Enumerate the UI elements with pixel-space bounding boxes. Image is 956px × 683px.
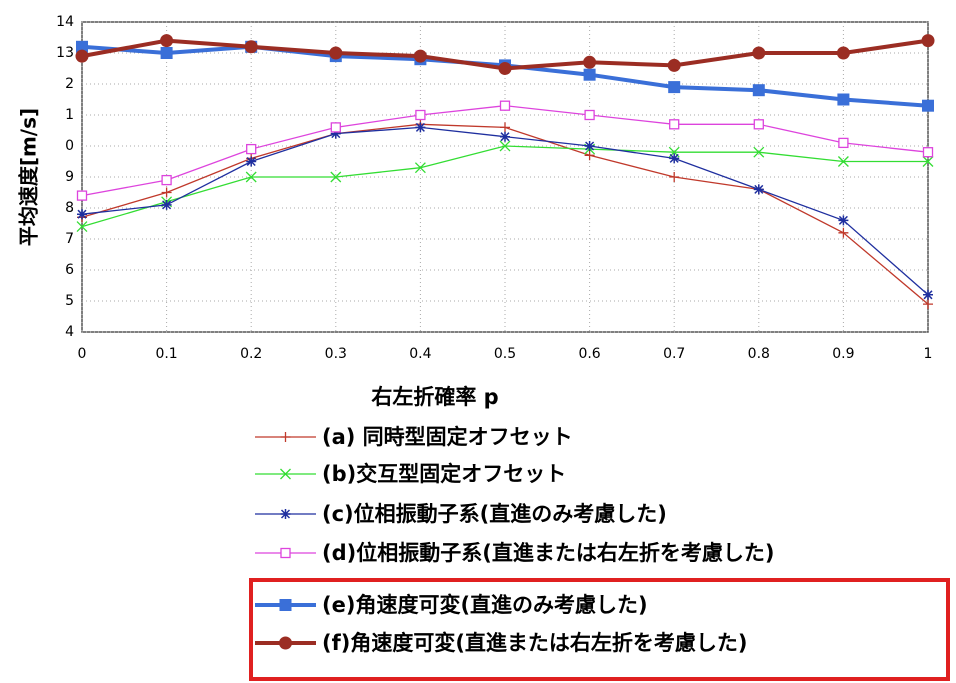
y-tick-label: 6 [65, 262, 74, 278]
marker [837, 156, 849, 167]
marker [836, 46, 850, 60]
marker [838, 227, 849, 238]
marker [77, 209, 87, 220]
marker [753, 184, 764, 195]
series-line [81, 44, 929, 108]
x-tick-label: 0.5 [494, 346, 516, 362]
marker [76, 221, 88, 233]
marker [753, 146, 765, 158]
marker [330, 122, 341, 133]
y-axis-label: 平均速度[m/s] [17, 108, 41, 246]
marker [669, 153, 680, 164]
marker [669, 172, 680, 182]
marker [923, 299, 933, 310]
legend-label: (c)位相振動子系(直進のみ考慮した) [322, 502, 667, 526]
marker [414, 162, 426, 174]
marker [329, 46, 343, 60]
marker [500, 122, 510, 133]
legend-marker [280, 432, 291, 442]
marker [753, 119, 764, 130]
y-tick-label: 9 [65, 169, 74, 185]
marker [413, 49, 427, 63]
legend-label: (f)角速度可変(直進または右左折を考慮した) [322, 631, 748, 655]
y-tick-label: 2 [65, 76, 74, 92]
y-tick-label: 0 [65, 138, 74, 154]
x-tick-label: 0.3 [325, 346, 347, 362]
legend-marker [279, 636, 292, 650]
x-tick-label: 0.9 [832, 346, 854, 362]
y-tick-label: 13 [56, 45, 74, 61]
marker [498, 62, 512, 75]
marker [160, 34, 174, 48]
marker [923, 289, 933, 300]
legend-marker [280, 547, 291, 559]
marker [922, 156, 934, 167]
marker [75, 49, 89, 63]
marker [76, 40, 88, 53]
marker [584, 141, 595, 151]
marker [244, 40, 258, 54]
x-tick-label: 1 [924, 346, 933, 362]
marker [584, 150, 595, 161]
x-tick-label: 0.1 [155, 346, 177, 362]
x-axis-label: 右左折確率 p [371, 385, 498, 409]
y-tick-label: 7 [65, 231, 74, 247]
marker [752, 84, 765, 97]
legend-label: (e)角速度可変(直進のみ考慮した) [322, 593, 648, 617]
y-tick-label: 14 [56, 14, 74, 30]
marker [669, 119, 680, 130]
marker [161, 187, 172, 198]
x-tick-label: 0.8 [748, 346, 770, 362]
y-tick-label: 1 [65, 107, 74, 123]
x-tick-label: 0.6 [578, 346, 600, 362]
x-tick-label: 0.4 [409, 346, 431, 362]
marker [838, 137, 849, 149]
marker [922, 99, 934, 112]
marker [415, 122, 426, 133]
marker [499, 100, 511, 111]
marker [583, 68, 596, 81]
marker [837, 93, 850, 106]
legend-marker [280, 509, 291, 519]
legend-label: (d)位相振動子系(直進または右左折を考慮した) [322, 541, 774, 565]
x-tick-label: 0 [78, 346, 87, 362]
marker [245, 171, 257, 183]
marker [584, 109, 595, 121]
legend-marker [280, 468, 291, 480]
x-tick-label: 0.2 [240, 346, 262, 362]
y-tick-label: 8 [65, 200, 74, 216]
legend-label: (a) 同時型固定オフセット [322, 425, 573, 449]
marker [161, 174, 172, 186]
marker [921, 34, 935, 48]
marker [246, 156, 257, 167]
marker [76, 190, 88, 201]
marker [330, 171, 342, 183]
highlight-box [249, 578, 950, 681]
marker [752, 46, 766, 60]
marker [415, 109, 426, 121]
legend-marker [279, 599, 292, 611]
x-tick-label: 0.7 [663, 346, 685, 362]
marker [160, 47, 173, 59]
marker [667, 58, 681, 72]
legend-label: (b)交互型固定オフセット [322, 462, 566, 486]
marker [500, 131, 510, 142]
marker [922, 147, 934, 158]
marker [668, 81, 681, 94]
marker [838, 215, 849, 226]
marker [161, 199, 172, 210]
marker [583, 55, 597, 69]
y-tick-label: 5 [65, 293, 74, 309]
y-tick-label: 4 [65, 324, 74, 340]
marker [246, 143, 257, 155]
marker [499, 140, 511, 152]
